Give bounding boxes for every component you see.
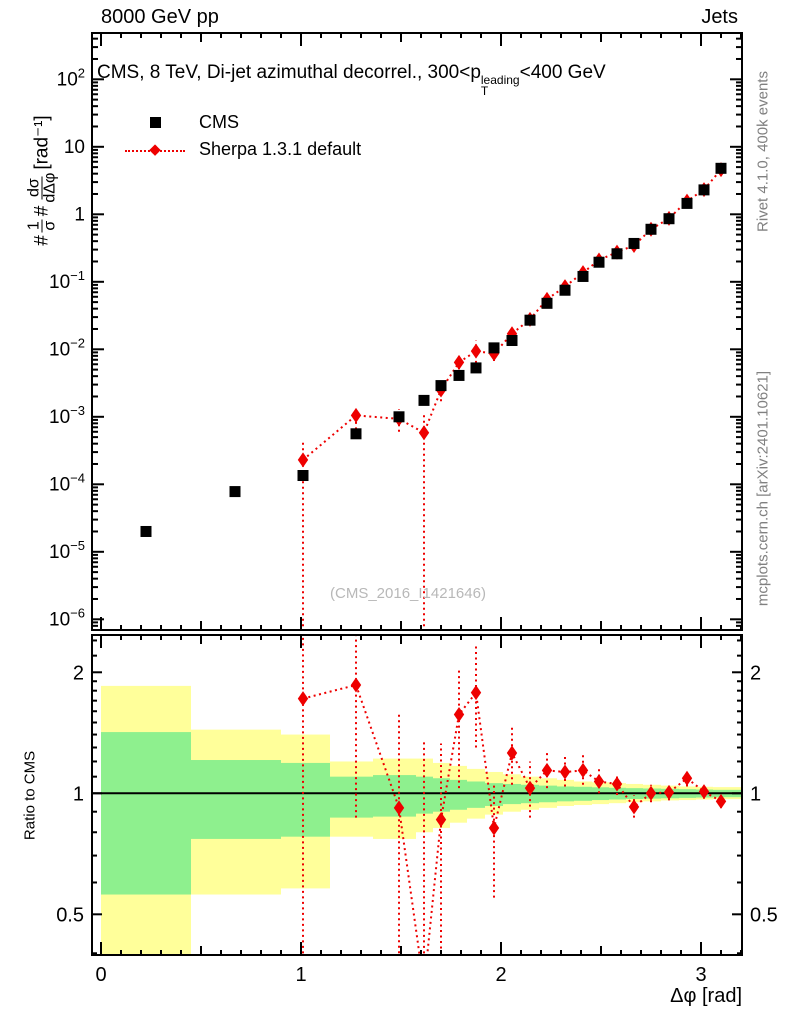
y-axis-units: [rad⁻¹] [31,115,53,170]
dsigma-dphi-fraction: dσ dΔφ [25,172,59,203]
analysis-group-label: Jets [701,6,738,28]
svg-text:3: 3 [695,964,706,986]
svg-text:10−3: 10−3 [49,403,85,428]
svg-text:1: 1 [74,204,85,225]
svg-text:10−1: 10−1 [49,268,85,293]
hash-glyph: # [31,205,52,217]
svg-text:10−4: 10−4 [49,470,85,495]
pt-subscript: T [480,84,489,98]
axis-ticks [92,33,742,955]
svg-text:10−6: 10−6 [49,605,85,630]
main-plot-frame [91,32,743,631]
cms-square-marker-icon [123,117,187,128]
x-axis-label: Δφ [rad] [670,985,742,1007]
svg-text:102: 102 [57,65,85,90]
svg-text:1: 1 [295,964,306,986]
pt-superscript: leading [480,73,520,87]
plot-title: CMS, 8 TeV, Di-jet azimuthal decorrel., … [97,62,606,97]
main-y-axis-label: #1 σ # dσ dΔφ [rad⁻¹] [25,36,59,326]
legend: CMS ◆ Sherpa 1.3.1 default [123,109,361,163]
sherpa-series-ratio [297,635,727,955]
axis-tick-labels: 102 10 1 10−1 10−2 10−3 10−4 10−5 10−6 0 1 2 3 2 2 1 1 0.… [49,65,778,986]
cms-series-main [140,162,727,537]
sherpa-diamond-marker-icon: ◆ [123,142,187,157]
legend-label-cms: CMS [199,112,239,132]
pt-leading-stack: leading T [480,73,520,98]
plot-title-main: CMS, 8 TeV, Di-jet azimuthal decorrel., … [97,62,481,83]
beam-energy-label: 8000 GeV pp [101,6,219,28]
svg-text:10−5: 10−5 [49,538,85,563]
analysis-id-watermark: (CMS_2016_I1421646) [330,585,486,602]
svg-text:10−2: 10−2 [49,335,85,360]
svg-text:0.5: 0.5 [56,904,84,926]
legend-label-sherpa: Sherpa 1.3.1 default [199,139,362,159]
rivet-version-note: Rivet 4.1.0, 400k events [754,71,772,232]
svg-text:2: 2 [495,964,506,986]
svg-text:1: 1 [73,783,84,805]
plot-title-tail: <400 GeV [519,62,606,83]
svg-text:0.5: 0.5 [750,904,778,926]
svg-text:2: 2 [73,662,84,684]
svg-text:2: 2 [750,662,761,684]
svg-text:1: 1 [750,783,761,805]
ratio-y-axis-label: Ratio to CMS [21,750,39,841]
legend-row-sherpa: ◆ Sherpa 1.3.1 default [123,136,361,163]
mcplots-arxiv-note: mcplots.cern.ch [arXiv:2401.10621] [754,370,772,607]
svg-text:0: 0 [95,964,106,986]
ratio-plot-frame [91,634,743,956]
sherpa-series-main [297,162,727,630]
hash-glyph: # [31,235,52,246]
legend-row-cms: CMS [123,109,361,136]
ratio-uncertainty-bands [101,685,742,955]
svg-text:10: 10 [64,137,85,158]
